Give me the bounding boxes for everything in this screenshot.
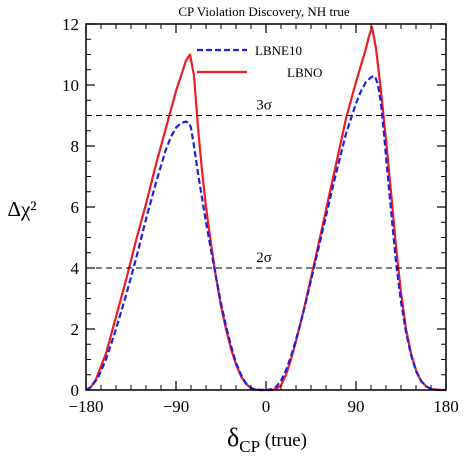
tick-labels: −180 −90 0 90 180 0 2 4 6 8 10 12: [62, 15, 459, 416]
x-tick-label: −90: [163, 397, 190, 416]
x-axis-title-rest: (true): [260, 430, 307, 451]
y-tick-label: 0: [71, 381, 80, 400]
y-axis-title: Δχ²: [7, 197, 36, 221]
y-tick-label: 4: [71, 259, 80, 278]
x-tick-label: 0: [262, 397, 271, 416]
x-axis-title-sub: CP: [239, 437, 260, 456]
chart-title: CP Violation Discovery, NH true: [178, 4, 350, 19]
y-tick-label: 6: [71, 198, 80, 217]
x-axis-title: δCP (true): [227, 423, 307, 456]
series-layer: [85, 26, 446, 392]
reference-label-1: 2σ: [256, 250, 272, 266]
x-tick-label: −180: [68, 397, 103, 416]
reference-lines: 3σ 2σ: [86, 98, 446, 269]
axis-ticks: [85, 23, 447, 391]
legend-label-lbno: LBNO: [287, 65, 322, 80]
y-tick-label: 10: [62, 76, 79, 95]
y-tick-label: 8: [71, 137, 80, 156]
reference-label-0: 3σ: [256, 98, 272, 114]
y-tick-label: 2: [71, 320, 80, 339]
series-line-lbno: [85, 26, 446, 392]
series-line-lbne10: [85, 74, 446, 392]
legend: LBNE10 LBNO: [197, 43, 322, 80]
y-tick-label: 12: [62, 15, 79, 34]
x-axis-title-main: δ: [227, 423, 239, 452]
legend-label-lbne10: LBNE10: [255, 43, 302, 58]
x-tick-label: 90: [348, 397, 365, 416]
x-tick-label: 180: [433, 397, 459, 416]
